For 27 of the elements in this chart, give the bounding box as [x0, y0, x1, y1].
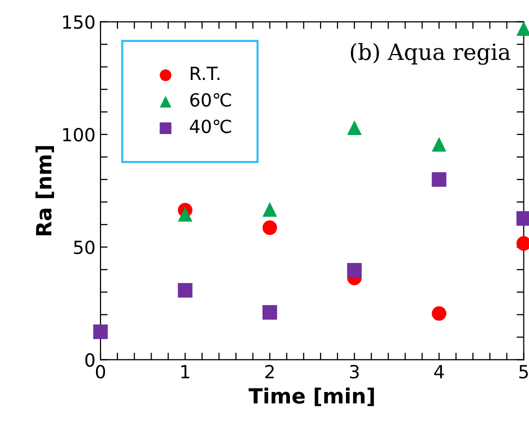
legend-label: R.T. [190, 66, 220, 80]
annotation: (b) Aqua regia [350, 42, 510, 65]
x-tick-label: 2 [265, 364, 274, 378]
point [432, 137, 446, 152]
y-tick-label: 0 [85, 353, 94, 367]
y-tick-label: 50 [74, 240, 94, 254]
y-tick-label: 100 [63, 128, 94, 142]
point [347, 120, 362, 135]
legend-label: 40℃ [190, 120, 232, 134]
x-tick-label: 4 [434, 365, 444, 378]
y-tick-label: 150 [63, 15, 94, 29]
x-axis-title: Time [min] [248, 388, 374, 406]
point [262, 305, 278, 320]
point [432, 306, 446, 321]
point [93, 324, 108, 340]
y-axis-title: Ra [nm] [35, 146, 54, 236]
point [432, 172, 446, 187]
x-tick-label: 3 [350, 364, 359, 379]
point [262, 202, 278, 217]
point [347, 262, 362, 278]
x-tick-label: 5 [519, 365, 528, 379]
x-tick-label: 1 [181, 365, 190, 378]
x-tick-label: 0 [96, 364, 106, 379]
point [178, 207, 192, 222]
legend-label: 60℃ [190, 93, 232, 107]
point [178, 283, 192, 298]
point [262, 220, 278, 235]
